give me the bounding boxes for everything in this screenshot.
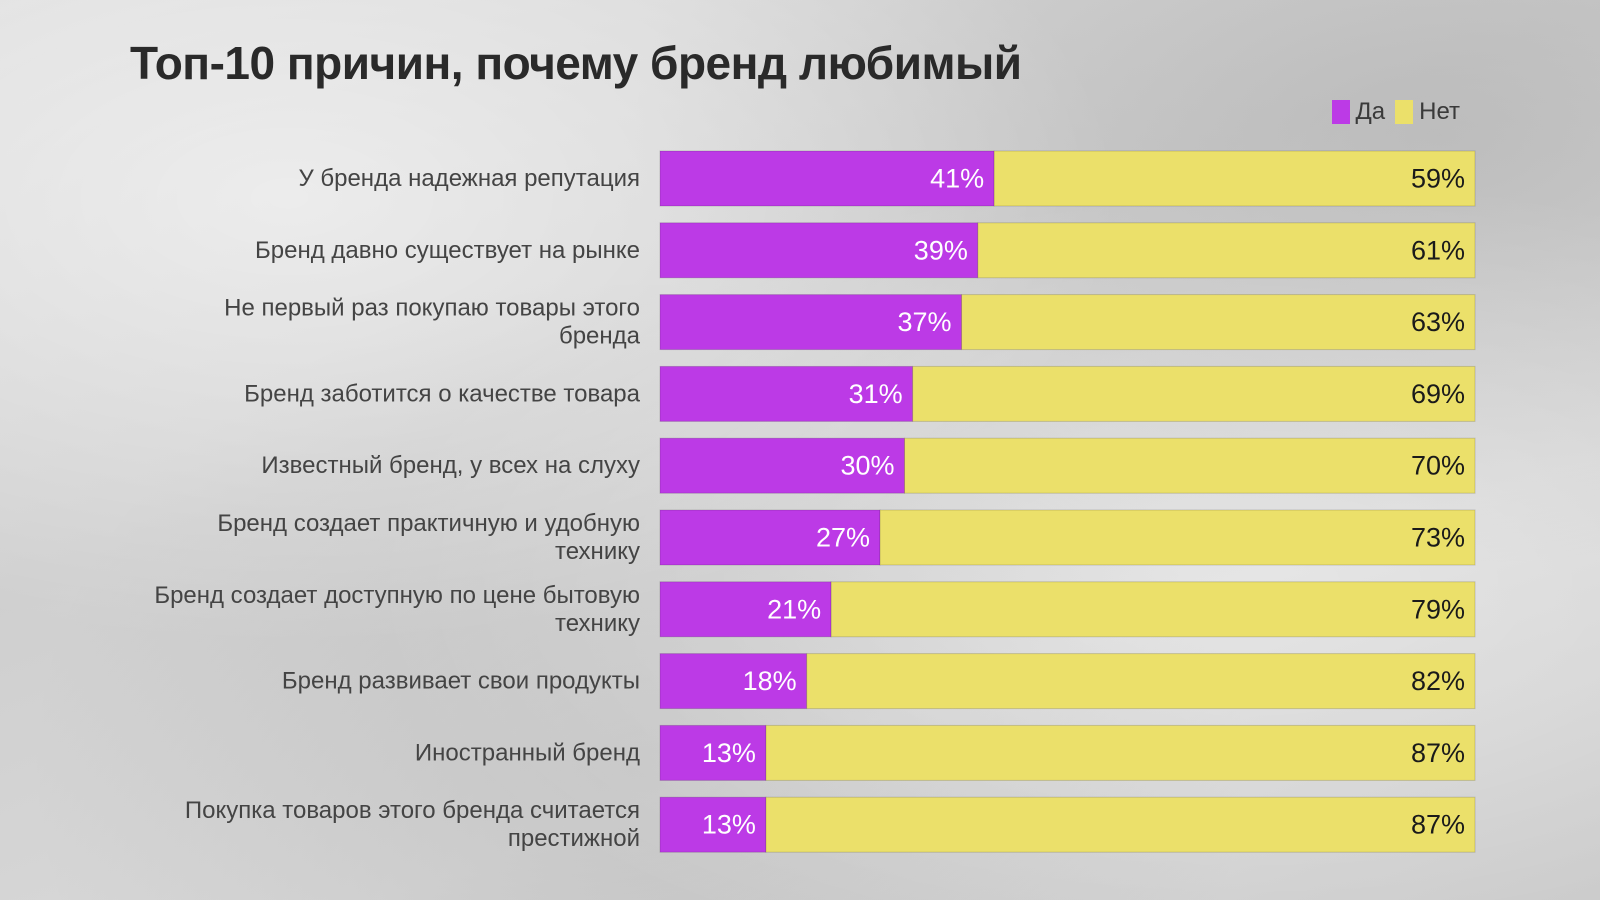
- bar-no: [765, 796, 1476, 853]
- data-label-yes: 21%: [767, 594, 821, 624]
- data-label-no: 61%: [1411, 235, 1465, 265]
- data-label-yes: 27%: [816, 523, 870, 553]
- category-label: У бренда надежная репутация: [298, 165, 640, 192]
- category-label: технику: [555, 610, 640, 637]
- data-label-yes: 13%: [702, 810, 756, 840]
- category-label: Бренд создает практичную и удобную: [217, 510, 640, 537]
- chart-title: Топ-10 причин, почему бренд любимый: [130, 37, 1022, 89]
- data-label-yes: 30%: [840, 451, 894, 481]
- category-label: Бренд развивает свои продукты: [282, 668, 640, 695]
- legend-swatch-yes: [1331, 100, 1350, 124]
- category-label: Известный бренд, у всех на слуху: [261, 452, 640, 479]
- bar-no: [765, 724, 1476, 781]
- data-label-no: 59%: [1411, 164, 1465, 194]
- category-label: Не первый раз покупаю товары этого: [224, 295, 640, 322]
- bar-no: [806, 653, 1476, 710]
- category-label: технику: [555, 538, 640, 565]
- bar-yes: [659, 222, 979, 279]
- data-label-yes: 39%: [914, 235, 968, 265]
- legend: Да Нет: [1331, 98, 1460, 126]
- data-label-no: 82%: [1411, 666, 1465, 696]
- legend-label-no: Нет: [1419, 98, 1460, 125]
- bar-yes: [659, 581, 832, 638]
- bar-no: [879, 509, 1476, 566]
- legend-swatch-no: [1395, 100, 1414, 124]
- legend-label-yes: Да: [1355, 98, 1386, 125]
- data-label-no: 63%: [1411, 307, 1465, 337]
- bar-no: [912, 365, 1476, 422]
- data-label-yes: 13%: [702, 738, 756, 768]
- data-label-yes: 37%: [898, 307, 952, 337]
- bar-yes: [659, 509, 881, 566]
- bar-no: [993, 150, 1476, 207]
- category-label: престижной: [508, 825, 640, 852]
- bar-no: [830, 581, 1476, 638]
- bar-yes: [659, 796, 767, 853]
- category-label: Иностранный бренд: [415, 739, 640, 766]
- bar-no: [961, 294, 1476, 351]
- category-label: бренда: [559, 323, 641, 350]
- data-label-no: 79%: [1411, 594, 1465, 624]
- data-label-no: 70%: [1411, 451, 1465, 481]
- bar-yes: [659, 653, 808, 710]
- bar-no: [977, 222, 1476, 279]
- data-label-no: 87%: [1411, 738, 1465, 768]
- data-label-yes: 31%: [849, 379, 903, 409]
- bar-no: [904, 437, 1476, 494]
- data-label-yes: 41%: [930, 164, 984, 194]
- category-label: Бренд создает доступную по цене бытовую: [154, 582, 640, 609]
- legend-item-no: Нет: [1395, 98, 1460, 126]
- data-label-no: 87%: [1411, 810, 1465, 840]
- data-label-yes: 18%: [743, 666, 797, 696]
- category-label: Бренд давно существует на рынке: [255, 237, 640, 264]
- legend-item-yes: Да: [1331, 98, 1386, 126]
- bar-yes: [659, 150, 995, 207]
- category-label: Покупка товаров этого бренда считается: [185, 797, 640, 824]
- category-label: Бренд заботится о качестве товара: [244, 380, 641, 407]
- data-label-no: 73%: [1411, 523, 1465, 553]
- bar-yes: [659, 437, 905, 494]
- data-label-no: 69%: [1411, 379, 1465, 409]
